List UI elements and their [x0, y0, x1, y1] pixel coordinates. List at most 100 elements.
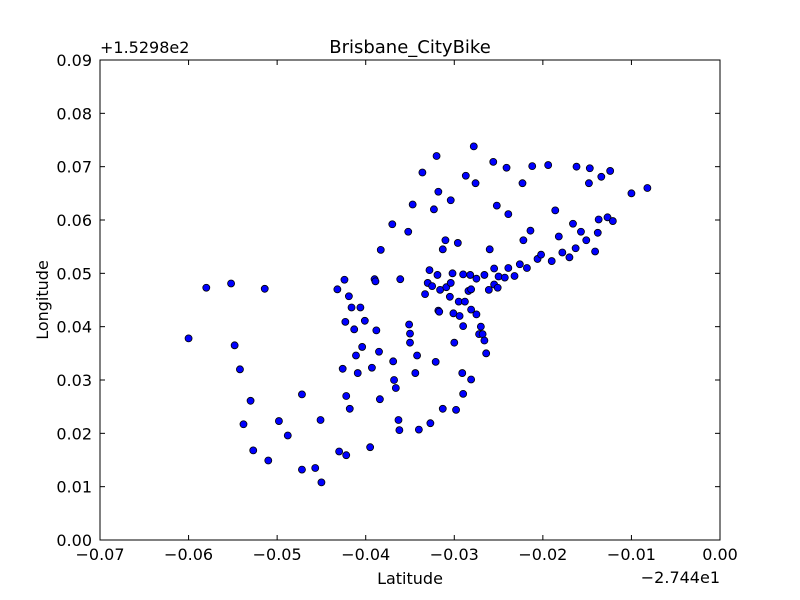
scatter-point: [547, 257, 556, 265]
x-tick-label: −0.03: [430, 545, 479, 564]
scatter-point: [565, 253, 574, 262]
y-axis-ticks: 0.00 0.01 0.02 0.03 0.04 0.05 0.06 0.07 0.08 0.09: [56, 51, 720, 550]
scatter-point: [353, 369, 362, 377]
scatter-point: [445, 292, 454, 301]
scatter-point: [448, 269, 457, 278]
scatter-point: [418, 168, 427, 177]
scatter-point: [202, 283, 211, 292]
scatter-point: [551, 206, 560, 215]
scatter-point: [467, 285, 476, 294]
scatter-point: [515, 260, 524, 269]
y-tick-label: 0.05: [56, 264, 92, 283]
scatter-point: [375, 347, 383, 356]
scatter-point: [249, 446, 258, 455]
scatter-point: [433, 271, 442, 279]
scatter-point: [430, 205, 438, 214]
scatter-point: [627, 189, 636, 198]
scatter-point: [585, 164, 594, 173]
x-axis-label: Latitude: [377, 569, 443, 588]
scatter-point: [528, 162, 537, 171]
scatter-point: [571, 244, 580, 253]
scatter-point: [371, 277, 380, 286]
scatter-point: [519, 236, 528, 245]
scatter-point: [484, 285, 493, 294]
scatter-point: [358, 343, 367, 351]
scatter-point: [411, 369, 420, 377]
x-tick-label: −0.02: [518, 545, 567, 564]
scatter-point: [428, 282, 437, 291]
scatter-point: [459, 270, 468, 279]
scatter-point: [485, 245, 494, 254]
scatter-point: [230, 341, 239, 350]
scatter-point: [344, 292, 353, 301]
scatter-point: [518, 179, 527, 188]
plot-frame: [99, 59, 721, 541]
x-tick-label: −0.06: [164, 545, 213, 564]
scatter-point: [455, 312, 464, 320]
scatter-point: [366, 443, 375, 452]
y-offset-label: +1.5298e2: [100, 38, 189, 57]
scatter-point: [489, 157, 498, 166]
scatter-point: [523, 264, 531, 272]
scatter-point: [558, 248, 567, 257]
scatter-point: [434, 187, 443, 196]
scatter-point: [184, 334, 193, 343]
scatter-point: [432, 152, 441, 160]
scatter-point: [340, 275, 349, 284]
scatter-point: [459, 389, 468, 398]
scatter-point: [311, 464, 320, 472]
scatter-point: [406, 338, 414, 347]
scatter-point: [476, 322, 485, 331]
y-tick-label: 0.04: [56, 318, 92, 337]
y-tick-label: 0.07: [56, 158, 92, 177]
scatter-point: [480, 271, 489, 279]
scatter-point: [335, 447, 344, 456]
scatter-point: [438, 404, 447, 413]
scatter-point: [504, 210, 513, 219]
scatter-point: [450, 338, 459, 347]
scatter-point: [389, 357, 398, 366]
scatter-point: [360, 316, 369, 325]
scatter-point: [239, 420, 248, 429]
scatter-point: [469, 142, 478, 151]
x-tick-label: −0.04: [341, 545, 390, 564]
scatter-point: [554, 232, 563, 241]
scatter-point: [606, 167, 615, 175]
scatter-point: [458, 369, 467, 377]
scatter-point: [500, 273, 509, 282]
scatter-point: [414, 425, 423, 434]
scatter-point: [376, 245, 385, 254]
scatter-point: [298, 390, 306, 399]
scatter-point: [388, 220, 397, 229]
scatter-point: [275, 417, 283, 425]
scatter-point: [375, 395, 384, 404]
scatter-point: [526, 226, 535, 235]
scatter-point: [333, 285, 342, 294]
scatter-point: [446, 279, 455, 287]
scatter-point: [453, 239, 462, 247]
scatter-point: [347, 303, 356, 312]
scatter-point: [395, 426, 404, 435]
scatter-point: [471, 179, 480, 188]
scatter-point: [480, 336, 489, 345]
x-tick-label: −0.07: [75, 545, 124, 564]
scatter-point: [438, 245, 447, 254]
scatter-point: [413, 351, 421, 360]
scatter-point: [406, 329, 414, 338]
scatter-point: [316, 416, 325, 424]
scatter-point: [236, 365, 244, 374]
data-points: [184, 142, 652, 487]
scatter-point: [298, 465, 306, 474]
scatter-point: [356, 303, 365, 312]
scatter-point: [227, 279, 235, 288]
scatter-point: [421, 290, 429, 299]
scatter-point: [537, 250, 545, 259]
y-axis-label: Longitude: [33, 260, 52, 340]
scatter-point: [472, 274, 481, 283]
scatter-point: [459, 322, 468, 331]
scatter-point: [390, 376, 398, 384]
scatter-point: [260, 284, 269, 293]
scatter-point: [350, 325, 359, 334]
